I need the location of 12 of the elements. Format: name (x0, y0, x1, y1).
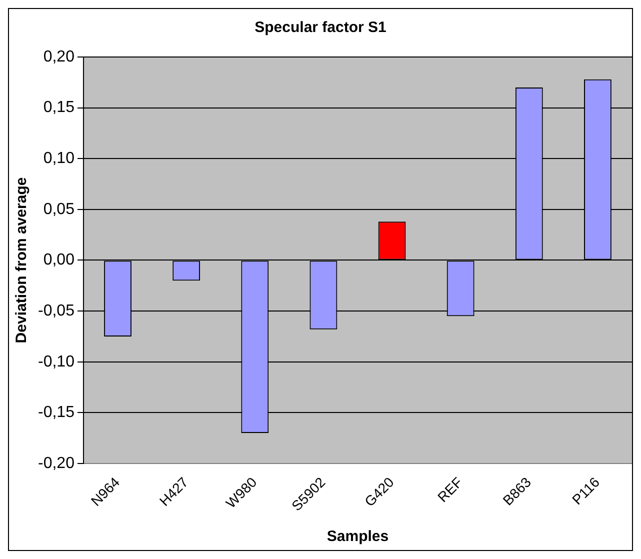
y-tick-label: 0,10 (43, 150, 75, 168)
y-tick-label: -0,20 (38, 454, 75, 472)
chart-title: Specular factor S1 (254, 19, 386, 36)
y-axis-title: Deviation from average (13, 177, 30, 344)
y-tick-label: -0,10 (38, 353, 75, 370)
y-tick-label: 0,00 (43, 252, 75, 269)
y-tick-label: 0,15 (43, 99, 75, 116)
x-axis-title: Samples (326, 528, 389, 546)
y-tick-label: -0,05 (38, 302, 75, 320)
y-tick-label: 0,05 (43, 200, 75, 218)
y-tick-label: 0,20 (43, 48, 75, 66)
y-tick-label: -0,15 (38, 404, 75, 422)
